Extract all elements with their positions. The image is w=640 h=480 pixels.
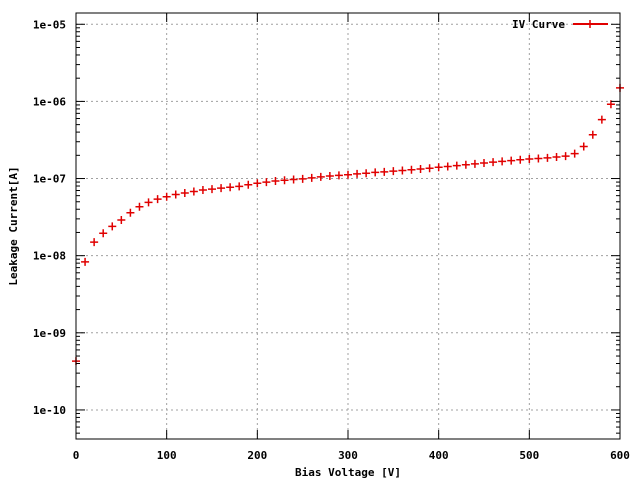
- data-point: [162, 192, 171, 201]
- x-tick-label: 200: [247, 449, 267, 462]
- data-point: [353, 169, 362, 178]
- data-point: [244, 180, 253, 189]
- data-point: [470, 159, 479, 168]
- data-point: [334, 171, 343, 180]
- data-point: [126, 208, 135, 217]
- data-point: [543, 153, 552, 162]
- data-point: [117, 216, 126, 225]
- data-point: [307, 173, 316, 182]
- data-point: [289, 175, 298, 184]
- data-point: [144, 198, 153, 207]
- data-point: [135, 202, 144, 211]
- data-point: [344, 170, 352, 179]
- axis-ticks: [75, 13, 621, 439]
- data-point: [498, 157, 507, 166]
- y-tick-label: 1e-07: [33, 173, 66, 186]
- data-point: [579, 142, 588, 151]
- data-point: [208, 185, 216, 194]
- series-points: [72, 83, 624, 366]
- data-point: [298, 174, 307, 183]
- y-axis-title: Leakage Current[A]: [7, 166, 20, 285]
- data-point: [398, 166, 407, 175]
- series-layer: [72, 83, 624, 366]
- data-point: [443, 162, 452, 171]
- y-tick-label: 1e-05: [33, 18, 66, 31]
- y-tick-label: 1e-08: [33, 250, 66, 263]
- data-point: [153, 195, 162, 204]
- legend-label: IV Curve: [512, 18, 565, 31]
- y-tick-label: 1e-09: [33, 327, 66, 340]
- data-point: [108, 222, 117, 231]
- data-point: [480, 159, 488, 168]
- x-tick-label: 0: [73, 449, 80, 462]
- data-point: [226, 183, 235, 192]
- data-point: [99, 229, 108, 238]
- x-tick-label: 500: [519, 449, 539, 462]
- legend: IV Curve: [512, 18, 608, 31]
- grid-lines: [76, 13, 620, 439]
- data-point: [316, 172, 325, 181]
- y-tick-label: 1e-10: [33, 404, 66, 417]
- data-point: [552, 153, 561, 162]
- data-point: [180, 188, 189, 197]
- data-point: [198, 186, 207, 195]
- data-point: [389, 167, 398, 176]
- plot-frame: [75, 12, 621, 440]
- data-point: [81, 257, 90, 266]
- legend-marker: [586, 20, 594, 28]
- data-point: [425, 164, 434, 173]
- data-point: [407, 165, 416, 174]
- data-point: [606, 100, 615, 109]
- x-axis-title: Bias Voltage [V]: [295, 466, 401, 479]
- data-point: [570, 149, 579, 158]
- data-point: [325, 171, 334, 180]
- data-point: [189, 187, 198, 196]
- legend-plus: [586, 20, 594, 28]
- data-point: [525, 155, 534, 164]
- data-point: [371, 168, 380, 177]
- data-point: [489, 158, 498, 167]
- data-point: [271, 176, 280, 185]
- data-point: [461, 160, 470, 169]
- data-point: [90, 238, 99, 247]
- x-tick-labels: 0 100 200 300 400 500 600: [73, 449, 630, 462]
- data-point: [362, 169, 371, 178]
- data-point: [588, 130, 597, 139]
- data-point: [452, 161, 461, 170]
- y-tick-labels: 1e-10 1e-09 1e-08 1e-07 1e-06 1e-05: [33, 18, 66, 417]
- data-point: [217, 184, 226, 193]
- data-point: [434, 163, 443, 172]
- data-point: [507, 156, 516, 165]
- data-point: [561, 152, 570, 161]
- data-point: [253, 179, 262, 188]
- data-point: [280, 176, 289, 185]
- x-tick-label: 600: [610, 449, 630, 462]
- x-tick-label: 300: [338, 449, 358, 462]
- data-point: [534, 154, 543, 163]
- x-tick-label: 100: [157, 449, 177, 462]
- data-point: [235, 182, 244, 191]
- data-point: [171, 190, 180, 199]
- data-point: [262, 178, 271, 187]
- x-tick-label: 400: [429, 449, 449, 462]
- data-point: [516, 155, 525, 164]
- data-point: [380, 167, 389, 176]
- y-tick-label: 1e-06: [33, 95, 66, 108]
- data-point: [416, 164, 425, 173]
- data-point: [597, 115, 606, 124]
